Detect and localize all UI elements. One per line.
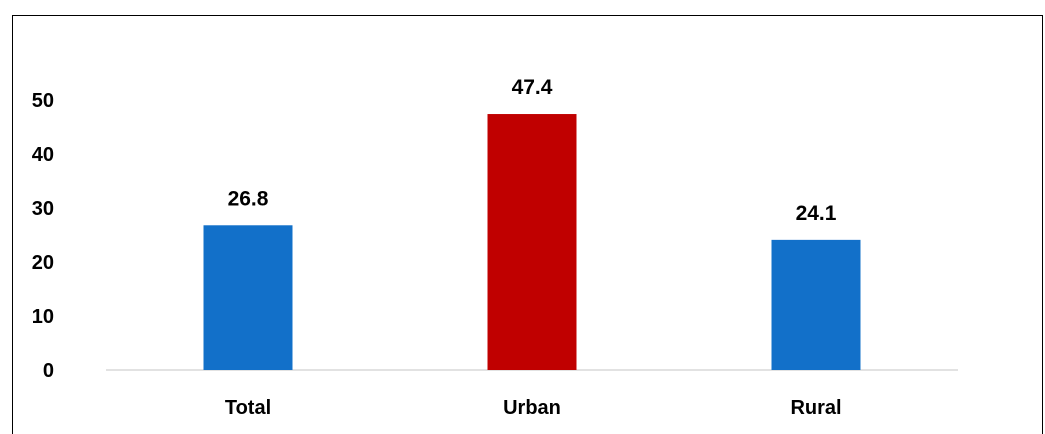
y-axis-ticks: 0 10 20 30 40 50: [32, 90, 54, 382]
category-label-urban: Urban: [503, 397, 561, 419]
data-labels: 26.8 47.4 24.1: [228, 76, 837, 225]
y-tick-label: 50: [32, 90, 54, 112]
chart-frame: [12, 15, 1043, 434]
bar-total: [203, 225, 293, 370]
y-tick-label: 10: [32, 306, 54, 328]
y-tick-label: 20: [32, 252, 54, 274]
category-labels: Total Urban Rural: [225, 397, 842, 419]
y-tick-label: 40: [32, 144, 54, 166]
data-label-urban: 47.4: [512, 76, 553, 99]
bars: [203, 114, 861, 370]
y-tick-label: 0: [43, 360, 54, 382]
category-label-total: Total: [225, 397, 271, 419]
data-label-total: 26.8: [228, 187, 269, 210]
y-tick-label: 30: [32, 198, 54, 220]
category-label-rural: Rural: [790, 397, 841, 419]
bar-urban: [487, 114, 577, 370]
bar-rural: [771, 239, 861, 370]
data-label-rural: 24.1: [796, 202, 837, 225]
